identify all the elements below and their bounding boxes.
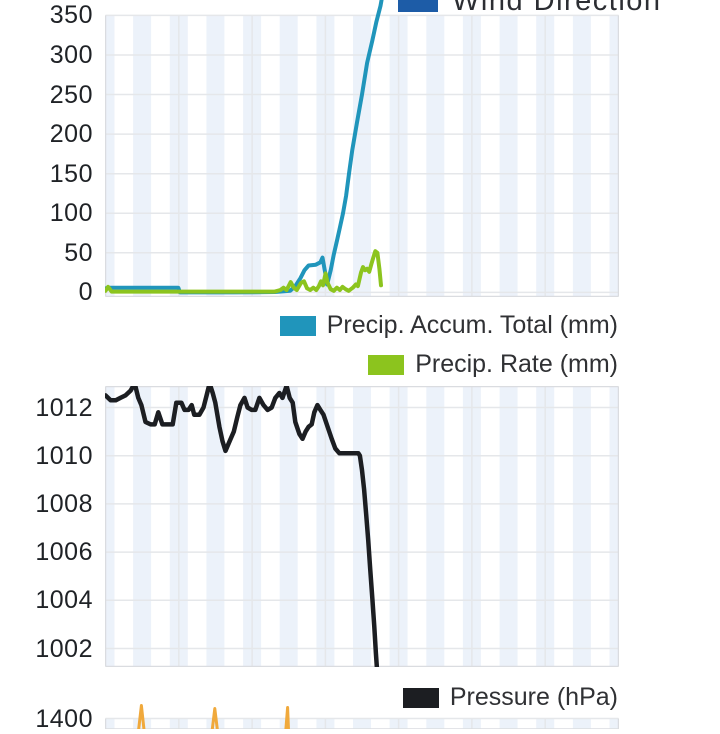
- plot-stripe: [352, 15, 371, 297]
- legend-swatch-icon: [402, 687, 439, 708]
- plot-stripe: [205, 386, 224, 667]
- plot-stripe: [279, 386, 298, 667]
- legend-item[interactable]: Pressure (hPa): [402, 678, 618, 717]
- plot-stripe: [104, 718, 114, 729]
- plot-stripe: [425, 386, 444, 667]
- plot-stripe: [279, 15, 298, 297]
- plot-stripe: [499, 718, 518, 729]
- plot-stripe: [425, 718, 444, 729]
- pressure-legend: Pressure (hPa): [402, 678, 618, 717]
- legend-label: Precip. Accum. Total (mm): [326, 311, 618, 339]
- plot-stripe: [205, 15, 224, 297]
- y-tick-label: 1008: [35, 489, 93, 518]
- wind-direction-swatch-icon: [398, 0, 438, 12]
- y-tick-label: 1004: [35, 586, 93, 615]
- series-line: [136, 704, 145, 729]
- y-tick-label: 1012: [35, 393, 93, 422]
- wind-direction-legend-label: Wind Direction: [452, 0, 662, 17]
- plot-stripe: [499, 15, 518, 297]
- y-tick-label: 300: [49, 41, 93, 69]
- plot-stripe: [609, 386, 619, 667]
- y-tick-label: 1002: [35, 634, 93, 663]
- y-tick-label: 150: [49, 159, 93, 188]
- plot-stripe: [572, 718, 591, 729]
- solar-chart-plot[interactable]: [104, 700, 619, 729]
- y-tick-label: 100: [49, 199, 93, 228]
- plot-stripe: [425, 15, 444, 297]
- y-tick-label: 1400: [35, 704, 93, 733]
- precip-legend: Precip. Accum. Total (mm) Precip. Rate (m…: [279, 306, 618, 384]
- series-line: [104, 249, 383, 294]
- plot-stripe: [104, 15, 114, 297]
- plot-stripe: [132, 386, 151, 667]
- precip-chart-plot[interactable]: [104, 0, 619, 297]
- y-tick-label: 250: [49, 80, 93, 109]
- plot-stripe: [499, 386, 518, 667]
- pressure-chart-plot[interactable]: [104, 386, 619, 667]
- legend-label: Pressure (hPa): [449, 683, 618, 711]
- y-tick-label: 200: [49, 120, 93, 149]
- plot-stripe: [609, 15, 619, 297]
- plot-stripe: [352, 386, 371, 667]
- wind-direction-legend-item[interactable]: Wind Direction: [398, 0, 662, 19]
- series-line: [210, 707, 219, 729]
- plot-stripe: [132, 15, 151, 297]
- plot-stripe: [572, 386, 591, 667]
- y-tick-label: 1010: [35, 441, 93, 470]
- legend-swatch-icon: [368, 354, 405, 375]
- y-tick-label: 1006: [35, 538, 93, 567]
- plot-stripe: [572, 15, 591, 297]
- series-line: [104, 386, 379, 667]
- y-tick-label: 350: [49, 1, 93, 30]
- series-line: [283, 706, 290, 729]
- y-tick-label: 0: [78, 278, 93, 307]
- plot-stripe: [609, 718, 619, 729]
- legend-swatch-icon: [279, 315, 316, 336]
- plot-stripe: [104, 386, 114, 667]
- legend-item[interactable]: Precip. Rate (mm): [368, 345, 618, 384]
- legend-item[interactable]: Precip. Accum. Total (mm): [279, 306, 618, 345]
- legend-label: Precip. Rate (mm): [415, 350, 618, 378]
- plot-stripe: [352, 718, 371, 729]
- y-tick-label: 50: [64, 238, 93, 267]
